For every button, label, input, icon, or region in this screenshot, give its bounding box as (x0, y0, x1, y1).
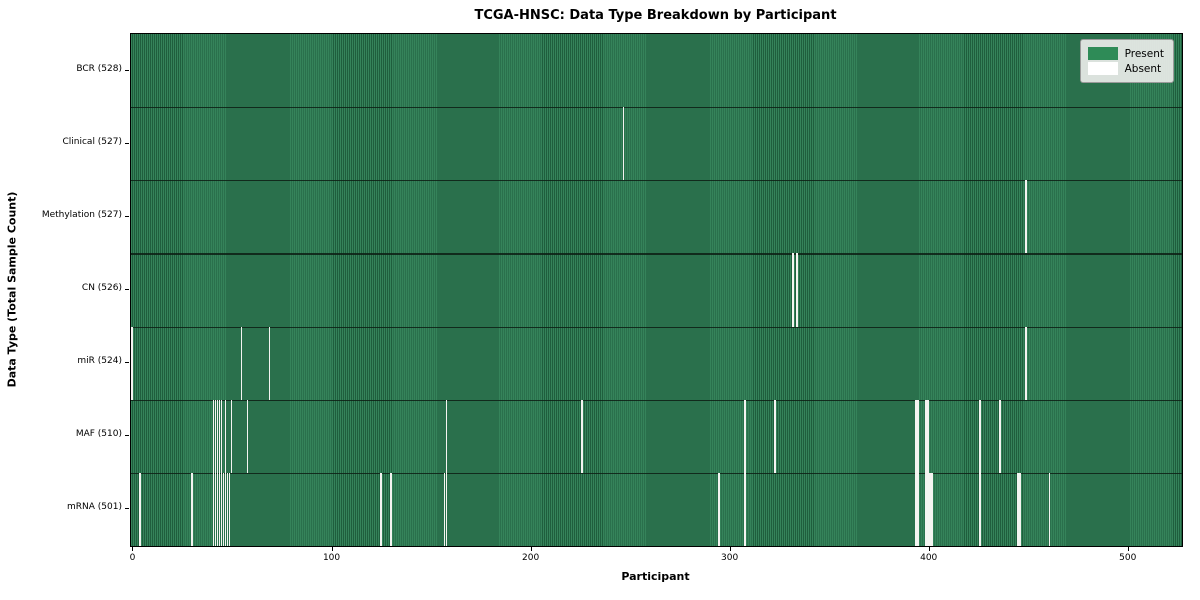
absent-line-MAF (917, 399, 920, 473)
absent-line-Clinical (622, 107, 625, 181)
absent-line-MAF (927, 399, 929, 473)
absent-line-MAF (218, 399, 221, 473)
absent-line-MAF (246, 399, 249, 473)
absent-line-MAF (915, 399, 918, 473)
chart-title: TCGA-HNSC: Data Type Breakdown by Partic… (474, 8, 837, 23)
x-tick-label: 300 (721, 553, 739, 563)
present-swatch-icon (1087, 47, 1118, 60)
absent-line-mRNA (718, 472, 720, 546)
absent-line-miR (131, 326, 133, 400)
absent-line-MAF (774, 399, 776, 473)
x-tick-mark (132, 547, 134, 551)
absent-line-MAF (979, 399, 981, 473)
y-tick-mark (125, 435, 129, 437)
absent-line-miR (240, 326, 243, 400)
absent-line-mRNA (226, 472, 229, 546)
x-axis-label: Participant (621, 570, 690, 583)
absent-line-mRNA (445, 472, 448, 546)
row-divider (131, 253, 1182, 255)
absent-line-mRNA (380, 472, 382, 546)
x-tick-mark (729, 547, 731, 551)
absent-line-mRNA (1048, 472, 1051, 546)
x-tick-label: 100 (322, 553, 341, 563)
y-tick-label-CN: CN (526) (81, 283, 122, 293)
absent-line-miR (1024, 326, 1027, 400)
y-tick-mark (125, 142, 129, 144)
absent-line-MAF (230, 399, 233, 473)
absent-line-mRNA (929, 472, 931, 546)
y-tick-label-miR: miR (524) (77, 356, 122, 367)
row-divider (131, 399, 1182, 401)
x-tick-mark (331, 547, 333, 551)
y-tick-label-BCR: BCR (528) (76, 63, 122, 74)
x-tick-label: 0 (129, 553, 136, 563)
heatmap-plot: Present Absent (130, 33, 1183, 547)
y-tick-mark (125, 289, 129, 290)
absent-line-MAF (925, 399, 927, 473)
absent-line-mRNA (1016, 472, 1019, 546)
absent-line-mRNA (744, 472, 746, 546)
row-divider (131, 107, 1182, 109)
absent-line-mRNA (979, 472, 981, 546)
absent-line-miR (268, 326, 271, 400)
absent-line-Methylation (1024, 180, 1027, 254)
y-tick-mark (125, 69, 129, 71)
absent-line-MAF (999, 399, 1001, 473)
absent-line-mRNA (915, 472, 918, 546)
y-tick-label-Methylation: Methylation (527) (41, 209, 122, 220)
legend-item-present: Present (1087, 47, 1164, 60)
absent-line-MAF (224, 399, 227, 473)
absent-swatch-icon (1087, 62, 1118, 75)
absent-line-mRNA (1018, 472, 1021, 546)
absent-line-MAF (744, 399, 746, 473)
legend-absent-label: Absent (1124, 62, 1162, 75)
legend-present-label: Present (1124, 47, 1164, 60)
absent-line-mRNA (917, 472, 920, 546)
y-tick-mark (125, 215, 129, 217)
absent-line-mRNA (222, 472, 225, 546)
absent-line-mRNA (216, 472, 219, 546)
absent-line-MAF (445, 399, 448, 473)
x-tick-mark (1127, 547, 1129, 551)
x-tick-label: 200 (522, 553, 540, 563)
row-divider (131, 180, 1182, 182)
y-tick-label-Clinical: Clinical (527) (62, 136, 122, 147)
absent-line-mRNA (389, 472, 392, 546)
absent-line-mRNA (212, 472, 215, 546)
row-divider (131, 472, 1182, 475)
x-tick-label: 500 (1119, 553, 1137, 563)
absent-line-MAF (212, 399, 215, 473)
absent-line-mRNA (190, 472, 193, 546)
absent-line-mRNA (139, 472, 141, 546)
absent-line-CN (792, 253, 794, 327)
absent-line-MAF (216, 399, 219, 473)
x-tick-mark (928, 547, 930, 551)
x-tick-mark (530, 547, 532, 551)
present-fill (131, 34, 1182, 546)
absent-line-mRNA (218, 472, 221, 546)
y-tick-mark (125, 508, 129, 510)
absent-line-MAF (581, 399, 583, 473)
absent-line-mRNA (220, 472, 223, 546)
absent-line-mRNA (925, 472, 927, 546)
y-tick-mark (125, 362, 129, 364)
absent-line-mRNA (228, 472, 231, 546)
absent-line-mRNA (214, 472, 217, 546)
x-tick-label: 400 (920, 553, 938, 563)
absent-line-CN (796, 253, 798, 327)
absent-line-mRNA (931, 472, 933, 546)
absent-line-mRNA (224, 472, 227, 546)
absent-line-MAF (214, 399, 217, 473)
y-tick-label-MAF: MAF (510) (75, 429, 122, 440)
y-tick-label-mRNA: mRNA (501) (67, 502, 122, 513)
legend: Present Absent (1079, 39, 1174, 83)
absent-line-MAF (220, 399, 223, 473)
absent-line-mRNA (927, 472, 929, 546)
absent-line-mRNA (443, 472, 446, 546)
row-divider (131, 326, 1182, 328)
legend-item-absent: Absent (1087, 62, 1164, 75)
